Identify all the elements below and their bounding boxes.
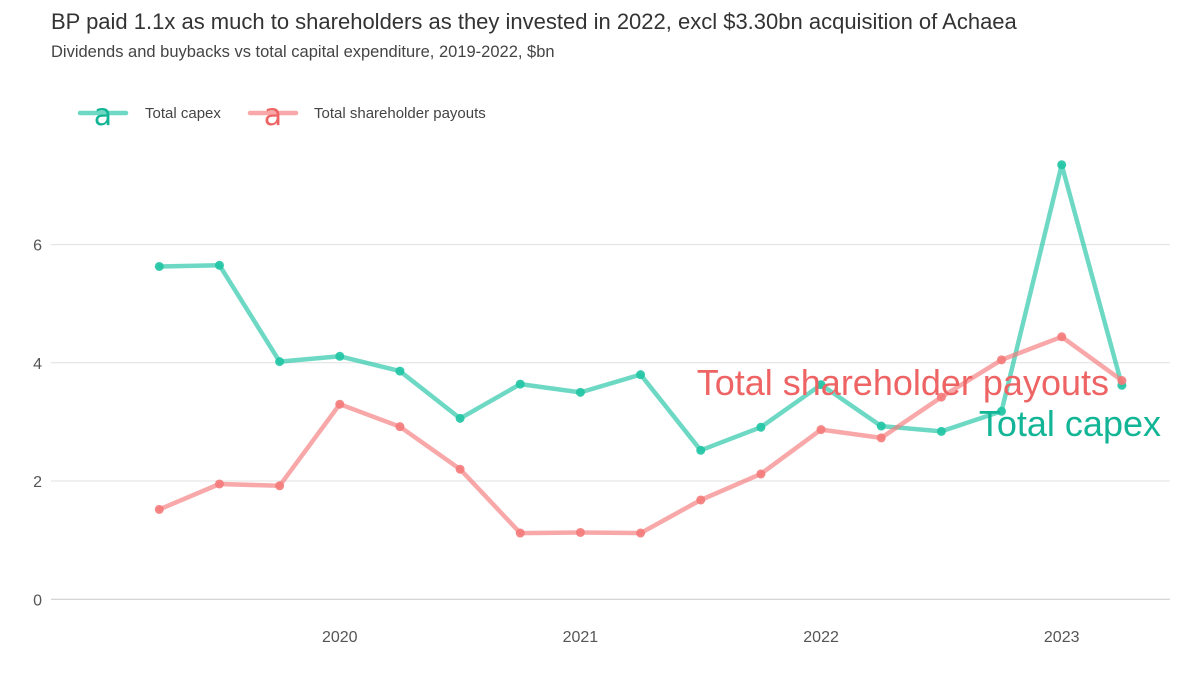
gridlines <box>51 244 1170 600</box>
data-point-capex-6 <box>515 379 525 389</box>
data-point-payouts-10 <box>756 469 766 479</box>
end-label-capex: Total capex <box>979 403 1161 444</box>
data-point-payouts-6 <box>515 528 525 538</box>
data-point-payouts-13 <box>936 392 946 402</box>
x-tick-label-2022: 2022 <box>803 629 839 646</box>
data-point-payouts-12 <box>876 433 886 443</box>
data-point-capex-13 <box>936 426 946 436</box>
legend: a Total capex a Total shareholder payouts <box>77 98 486 133</box>
data-point-payouts-1 <box>214 479 224 489</box>
x-tick-label-2020: 2020 <box>322 629 358 646</box>
data-point-payouts-3 <box>335 399 345 409</box>
legend-label-capex: Total capex <box>145 105 221 122</box>
data-point-payouts-0 <box>154 504 164 514</box>
data-point-capex-0 <box>154 261 164 271</box>
data-point-payouts-2 <box>275 481 285 491</box>
y-tick-label-2: 2 <box>33 474 42 491</box>
data-point-payouts-15 <box>1057 332 1067 342</box>
data-point-capex-5 <box>455 413 465 423</box>
data-point-capex-1 <box>214 260 224 270</box>
series-line-capex <box>157 162 1125 453</box>
axis-labels: 0 2 4 6 2020 2021 2022 2023 <box>33 238 1080 646</box>
data-point-capex-2 <box>275 357 285 367</box>
data-point-capex-9 <box>696 445 706 455</box>
data-point-payouts-9 <box>696 495 706 505</box>
data-point-capex-11 <box>816 380 826 390</box>
data-point-payouts-7 <box>575 527 585 537</box>
data-point-capex-3 <box>335 351 345 361</box>
y-tick-label-0: 0 <box>33 592 42 609</box>
data-point-payouts-8 <box>636 528 646 538</box>
data-point-capex-12 <box>876 421 886 431</box>
data-point-capex-8 <box>636 370 646 380</box>
chart-subtitle: Dividends and buybacks vs total capital … <box>51 43 555 61</box>
x-tick-label-2021: 2021 <box>563 629 599 646</box>
legend-key-glyph-payouts: a <box>264 98 282 133</box>
legend-key-glyph-capex: a <box>94 98 112 133</box>
series-lines <box>154 160 1127 538</box>
y-tick-label-6: 6 <box>33 238 42 255</box>
data-point-capex-4 <box>395 366 405 376</box>
data-point-payouts-4 <box>395 422 405 432</box>
data-point-capex-7 <box>575 387 585 397</box>
data-point-payouts-16 <box>1117 376 1127 386</box>
chart-title: BP paid 1.1x as much to shareholders as … <box>51 9 1017 34</box>
end-label-payouts: Total shareholder payouts <box>697 362 1109 403</box>
data-point-payouts-11 <box>816 425 826 435</box>
legend-label-payouts: Total shareholder payouts <box>314 105 486 122</box>
data-point-payouts-14 <box>997 355 1007 365</box>
data-point-payouts-5 <box>455 464 465 474</box>
data-point-capex-14 <box>997 406 1007 416</box>
x-tick-label-2023: 2023 <box>1044 629 1080 646</box>
y-tick-label-4: 4 <box>33 356 42 373</box>
data-point-capex-15 <box>1057 160 1067 170</box>
data-point-capex-10 <box>756 422 766 432</box>
